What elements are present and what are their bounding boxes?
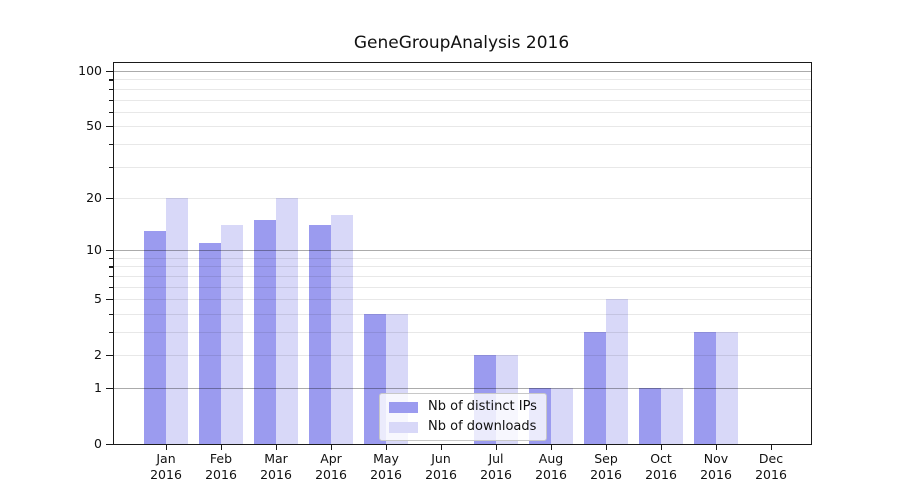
legend-label-downloads: Nb of downloads <box>428 419 537 434</box>
gridline-y-50 <box>114 126 811 128</box>
y-minor-tick-30 <box>109 166 113 168</box>
y-axis-tick-label-1: 1 <box>94 380 102 395</box>
gridline-y-60 <box>114 111 811 113</box>
y-minor-tick-60 <box>109 111 113 113</box>
y-minor-tick-4 <box>109 313 113 316</box>
x-axis-tick-label-may: May 2016 <box>370 451 402 482</box>
chart-title: GeneGroupAnalysis 2016 <box>353 33 570 53</box>
y-axis-tick-label-20: 20 <box>86 189 102 205</box>
x-axis-tick-label-jan: Jan 2016 <box>150 451 182 482</box>
y-tick-1 <box>106 388 113 390</box>
y-tick-50 <box>106 126 113 128</box>
bar-distinct-ips-oct <box>639 388 661 444</box>
x-tick-jul <box>496 445 498 450</box>
y-minor-tick-8 <box>109 266 113 268</box>
x-tick-dec <box>771 445 773 450</box>
y-minor-tick-70 <box>109 99 113 101</box>
gridline-y-100 <box>114 71 811 72</box>
y-tick-100 <box>106 71 113 73</box>
x-tick-mar <box>276 445 278 450</box>
gridline-y-2 <box>114 355 811 357</box>
bar-distinct-ips-mar <box>254 219 276 444</box>
x-tick-jan <box>166 445 168 450</box>
legend-label-distinct-ips: Nb of distinct IPs <box>428 399 537 414</box>
bar-downloads-jan <box>166 197 188 444</box>
gridline-y-4 <box>114 313 811 315</box>
bar-downloads-apr <box>331 215 353 444</box>
y-tick-2 <box>106 355 113 357</box>
legend-item-distinct-ips: Nb of distinct IPs <box>389 399 537 415</box>
bar-downloads-aug <box>551 388 573 444</box>
gridline-y-1 <box>114 388 811 389</box>
y-axis-tick-label-5: 5 <box>94 291 102 307</box>
x-axis-tick-label-mar: Mar 2016 <box>260 451 292 482</box>
bar-downloads-mar <box>276 197 298 444</box>
x-axis-tick-label-feb: Feb 2016 <box>205 451 237 482</box>
y-tick-10 <box>106 250 113 252</box>
y-axis-tick-label-100: 100 <box>78 63 102 78</box>
legend-swatch-distinct-ips <box>389 401 418 413</box>
gridline-y-6 <box>114 286 811 288</box>
gridline-y-7 <box>114 275 811 277</box>
y-minor-tick-80 <box>109 88 113 90</box>
x-tick-oct <box>661 445 663 450</box>
y-axis-tick-label-2: 2 <box>94 347 102 363</box>
y-minor-tick-3 <box>109 332 113 334</box>
bar-downloads-feb <box>221 225 243 444</box>
x-axis-tick-label-oct: Oct 2016 <box>645 451 677 482</box>
y-axis-tick-label-10: 10 <box>86 242 102 258</box>
legend-item-downloads: Nb of downloads <box>389 419 537 435</box>
x-axis-tick-label-jun: Jun 2016 <box>425 451 457 482</box>
gridline-y-30 <box>114 166 811 168</box>
bar-distinct-ips-sep <box>584 332 606 444</box>
x-axis-tick-label-jul: Jul 2016 <box>480 451 512 482</box>
legend-swatch-downloads <box>389 421 418 433</box>
y-minor-tick-90 <box>109 79 113 81</box>
x-axis-tick-label-nov: Nov 2016 <box>700 451 732 482</box>
x-tick-may <box>386 445 388 450</box>
gridline-y-8 <box>114 266 811 268</box>
bar-distinct-ips-apr <box>309 225 331 444</box>
gridline-y-5 <box>114 299 811 301</box>
bar-downloads-oct <box>661 388 683 444</box>
y-axis-tick-label-0: 0 <box>94 436 102 451</box>
x-tick-feb <box>221 445 223 450</box>
x-axis-tick-label-apr: Apr 2016 <box>315 451 347 482</box>
y-tick-5 <box>106 299 113 301</box>
y-minor-tick-7 <box>109 275 113 278</box>
y-axis-tick-label-50: 50 <box>86 118 102 134</box>
gridline-y-40 <box>114 143 811 145</box>
plot-area: Nb of distinct IPs Nb of downloads 0 1 2 5 10… <box>78 62 812 482</box>
gridline-y-9 <box>114 257 811 259</box>
gridline-y-70 <box>114 99 811 101</box>
y-minor-tick-40 <box>109 143 113 146</box>
x-tick-jun <box>441 445 443 450</box>
bar-distinct-ips-nov <box>694 332 716 444</box>
bar-downloads-sep <box>606 299 628 444</box>
y-minor-tick-9 <box>109 257 113 260</box>
x-tick-nov <box>716 445 718 450</box>
bar-distinct-ips-jan <box>144 230 166 444</box>
legend: Nb of distinct IPs Nb of downloads <box>379 393 547 441</box>
y-tick-0 <box>106 444 113 446</box>
x-tick-sep <box>606 445 608 450</box>
y-tick-20 <box>106 197 113 200</box>
gridline-y-90 <box>114 79 811 81</box>
gridline-y-3 <box>114 332 811 333</box>
gridline-y-10 <box>114 250 811 252</box>
x-tick-apr <box>331 445 333 450</box>
gridline-y-20 <box>114 197 811 199</box>
x-axis-tick-label-aug: Aug 2016 <box>535 451 567 482</box>
bar-distinct-ips-feb <box>199 243 221 444</box>
y-minor-tick-6 <box>109 286 113 288</box>
x-axis-tick-label-dec: Dec 2016 <box>755 451 787 482</box>
x-axis-tick-label-sep: Sep 2016 <box>590 451 622 482</box>
gridline-y-80 <box>114 88 811 90</box>
bar-downloads-nov <box>716 332 738 444</box>
x-tick-aug <box>551 445 553 450</box>
